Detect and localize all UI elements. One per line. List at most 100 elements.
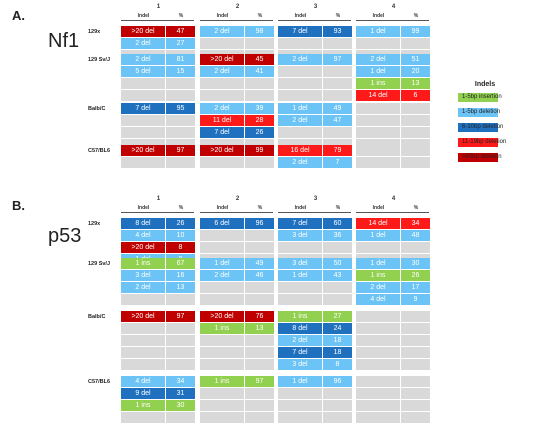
percent-cell: 76 [245, 311, 275, 323]
indel-cell: 1 del [278, 376, 323, 388]
percent-cell: 24 [323, 323, 353, 335]
indel-cell: 1 ins [356, 270, 401, 282]
indel-cell: 2 del [278, 115, 323, 127]
empty-cell [121, 347, 166, 359]
legend-swatch [458, 153, 498, 162]
legend-swatch [458, 123, 498, 132]
empty-cell [166, 347, 196, 359]
indel-cell: 1 ins [356, 78, 401, 90]
empty-cell [245, 388, 275, 400]
empty-cell [323, 38, 353, 50]
empty-cell [356, 115, 401, 127]
empty-cell [323, 242, 353, 254]
empty-cell [245, 400, 275, 412]
empty-cell [323, 127, 353, 139]
percent-cell: 48 [401, 230, 431, 242]
percent-cell: 18 [323, 335, 353, 347]
header-rule [356, 20, 429, 21]
percent-cell: 26 [166, 218, 196, 230]
empty-cell [401, 38, 431, 50]
empty-cell [166, 127, 196, 139]
indel-cell: 2 del [200, 66, 245, 78]
empty-cell [245, 157, 275, 169]
indel-cell: 1 del [356, 26, 401, 38]
empty-cell [200, 242, 245, 254]
empty-cell [356, 311, 401, 323]
panel-letter: B. [12, 198, 25, 213]
legend-title: Indels [474, 81, 496, 88]
indel-cell: 11 del [200, 115, 245, 127]
header-rule [121, 20, 194, 21]
empty-cell [323, 412, 353, 424]
empty-cell [401, 323, 431, 335]
empty-cell [200, 38, 245, 50]
percent-cell: 27 [323, 311, 353, 323]
empty-cell [356, 376, 401, 388]
percent-header: % [257, 205, 263, 211]
empty-cell [121, 323, 166, 335]
indel-cell: 14 del [356, 218, 401, 230]
empty-cell [200, 294, 245, 306]
empty-cell [278, 294, 323, 306]
indel-cell: 6 del [200, 218, 245, 230]
indel-cell: 7 del [278, 26, 323, 38]
indel-header: Indel [137, 13, 150, 19]
empty-cell [356, 347, 401, 359]
strain-label: Balb/C [88, 106, 106, 112]
indel-cell: >20 del [121, 26, 166, 38]
strain-label: C57/BL6 [88, 148, 111, 154]
empty-cell [166, 323, 196, 335]
gene-label: p53 [48, 225, 82, 247]
strain-label: 129x [88, 29, 101, 35]
empty-cell [323, 90, 353, 102]
empty-cell [121, 412, 166, 424]
empty-cell [401, 412, 431, 424]
indel-cell: 9 del [121, 388, 166, 400]
empty-cell [323, 400, 353, 412]
empty-cell [200, 78, 245, 90]
legend-swatch [458, 108, 498, 117]
empty-cell [245, 78, 275, 90]
empty-cell [401, 359, 431, 371]
indel-header: Indel [294, 205, 307, 211]
empty-cell [121, 294, 166, 306]
indel-cell: 1 del [356, 66, 401, 78]
percent-cell: 97 [166, 311, 196, 323]
header-rule [278, 212, 351, 213]
indel-cell: 4 del [121, 376, 166, 388]
header-rule [200, 212, 273, 213]
empty-cell [356, 38, 401, 50]
indel-cell: 7 del [278, 218, 323, 230]
empty-cell [356, 145, 401, 157]
empty-cell [200, 157, 245, 169]
column-number: 2 [235, 4, 240, 10]
percent-cell: 8 [323, 359, 353, 371]
empty-cell [245, 242, 275, 254]
percent-cell: 96 [245, 218, 275, 230]
empty-cell [323, 282, 353, 294]
empty-cell [200, 282, 245, 294]
percent-cell: 81 [166, 54, 196, 66]
percent-cell: 98 [245, 26, 275, 38]
empty-cell [245, 230, 275, 242]
percent-cell: 6 [401, 90, 431, 102]
indel-cell: 14 del [356, 90, 401, 102]
indel-cell: 2 del [278, 335, 323, 347]
indel-cell: 1 ins [200, 323, 245, 335]
empty-cell [356, 323, 401, 335]
indel-cell: >20 del [121, 145, 166, 157]
empty-cell [401, 157, 431, 169]
empty-cell [356, 359, 401, 371]
percent-cell: 27 [166, 38, 196, 50]
percent-cell: 26 [401, 270, 431, 282]
legend-label: 1-5bp insertion [462, 94, 502, 100]
percent-cell: 47 [166, 26, 196, 38]
indel-cell: 2 del [356, 282, 401, 294]
indel-cell: 4 del [356, 294, 401, 306]
percent-cell: 97 [323, 54, 353, 66]
empty-cell [356, 103, 401, 115]
empty-cell [356, 127, 401, 139]
percent-cell: 96 [323, 376, 353, 388]
empty-cell [401, 376, 431, 388]
indel-cell: 1 del [356, 230, 401, 242]
